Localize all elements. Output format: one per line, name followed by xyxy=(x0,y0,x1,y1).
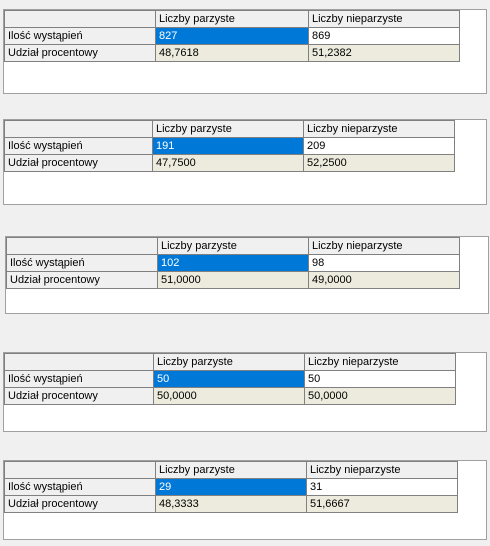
percent-odd-cell[interactable]: 51,6667 xyxy=(306,495,458,513)
percent-odd-cell[interactable]: 50,0000 xyxy=(304,387,456,405)
column-header-odd[interactable]: Liczby nieparzyste xyxy=(308,237,460,255)
stats-grid-1[interactable]: Liczby parzyste Liczby nieparzyste Ilość… xyxy=(3,9,487,94)
column-header-even[interactable]: Liczby parzyste xyxy=(153,353,305,371)
table-row: Ilość wystąpień 29 31 xyxy=(4,478,458,496)
table-row: Ilość wystąpień 50 50 xyxy=(4,370,456,388)
stats-grid-2[interactable]: Liczby parzyste Liczby nieparzyste Ilość… xyxy=(3,119,487,205)
row-header-count[interactable]: Ilość wystąpień xyxy=(4,27,156,45)
percent-even-cell[interactable]: 48,7618 xyxy=(155,44,309,62)
row-header-count[interactable]: Ilość wystąpień xyxy=(6,254,158,272)
table-row: Ilość wystąpień 827 869 xyxy=(4,27,460,45)
column-header-odd[interactable]: Liczby nieparzyste xyxy=(304,353,456,371)
grid-header-row: Liczby parzyste Liczby nieparzyste xyxy=(4,10,460,28)
column-header-even[interactable]: Liczby parzyste xyxy=(152,120,304,138)
row-header-percent[interactable]: Udział procentowy xyxy=(4,44,156,62)
column-header-odd[interactable]: Liczby nieparzyste xyxy=(306,461,458,479)
percent-odd-cell[interactable]: 52,2500 xyxy=(303,154,455,172)
row-header-percent[interactable]: Udział procentowy xyxy=(6,271,158,289)
percent-odd-cell[interactable]: 51,2382 xyxy=(308,44,460,62)
grid-header-row: Liczby parzyste Liczby nieparzyste xyxy=(4,353,456,371)
row-header-count[interactable]: Ilość wystąpień xyxy=(4,370,154,388)
grid-corner-cell[interactable] xyxy=(4,461,156,479)
row-header-percent[interactable]: Udział procentowy xyxy=(4,495,156,513)
column-header-odd[interactable]: Liczby nieparzyste xyxy=(308,10,460,28)
column-header-even[interactable]: Liczby parzyste xyxy=(155,10,309,28)
grid-header-row: Liczby parzyste Liczby nieparzyste xyxy=(4,120,455,138)
grid-table: Liczby parzyste Liczby nieparzyste Ilość… xyxy=(4,120,455,172)
count-odd-cell[interactable]: 98 xyxy=(308,254,460,272)
grid-corner-cell[interactable] xyxy=(6,237,158,255)
row-header-percent[interactable]: Udział procentowy xyxy=(4,154,153,172)
count-odd-cell[interactable]: 869 xyxy=(308,27,460,45)
percent-odd-cell[interactable]: 49,0000 xyxy=(308,271,460,289)
grid-corner-cell[interactable] xyxy=(4,353,154,371)
column-header-even[interactable]: Liczby parzyste xyxy=(157,237,309,255)
count-odd-cell[interactable]: 209 xyxy=(303,137,455,155)
row-header-percent[interactable]: Udział procentowy xyxy=(4,387,154,405)
count-even-cell[interactable]: 29 xyxy=(155,478,307,496)
table-row: Udział procentowy 50,0000 50,0000 xyxy=(4,387,456,405)
table-row: Ilość wystąpień 102 98 xyxy=(6,254,460,272)
grid-header-row: Liczby parzyste Liczby nieparzyste xyxy=(4,461,458,479)
grid-corner-cell[interactable] xyxy=(4,120,153,138)
percent-even-cell[interactable]: 48,3333 xyxy=(155,495,307,513)
count-even-cell[interactable]: 102 xyxy=(157,254,309,272)
count-even-cell[interactable]: 50 xyxy=(153,370,305,388)
count-even-cell[interactable]: 827 xyxy=(155,27,309,45)
grid-corner-cell[interactable] xyxy=(4,10,156,28)
table-row: Ilość wystąpień 191 209 xyxy=(4,137,455,155)
stats-grid-5[interactable]: Liczby parzyste Liczby nieparzyste Ilość… xyxy=(3,460,487,540)
percent-even-cell[interactable]: 51,0000 xyxy=(157,271,309,289)
grid-table: Liczby parzyste Liczby nieparzyste Ilość… xyxy=(4,461,458,513)
column-header-even[interactable]: Liczby parzyste xyxy=(155,461,307,479)
row-header-count[interactable]: Ilość wystąpień xyxy=(4,478,156,496)
grid-table: Liczby parzyste Liczby nieparzyste Ilość… xyxy=(4,10,460,62)
table-row: Udział procentowy 47,7500 52,2500 xyxy=(4,154,455,172)
row-header-count[interactable]: Ilość wystąpień xyxy=(4,137,153,155)
table-row: Udział procentowy 48,3333 51,6667 xyxy=(4,495,458,513)
grid-table: Liczby parzyste Liczby nieparzyste Ilość… xyxy=(4,353,456,405)
count-odd-cell[interactable]: 31 xyxy=(306,478,458,496)
column-header-odd[interactable]: Liczby nieparzyste xyxy=(303,120,455,138)
table-row: Udział procentowy 48,7618 51,2382 xyxy=(4,44,460,62)
stats-grid-4[interactable]: Liczby parzyste Liczby nieparzyste Ilość… xyxy=(3,352,487,432)
count-even-cell[interactable]: 191 xyxy=(152,137,304,155)
count-odd-cell[interactable]: 50 xyxy=(304,370,456,388)
grid-header-row: Liczby parzyste Liczby nieparzyste xyxy=(6,237,460,255)
percent-even-cell[interactable]: 47,7500 xyxy=(152,154,304,172)
grid-table: Liczby parzyste Liczby nieparzyste Ilość… xyxy=(6,237,460,289)
table-row: Udział procentowy 51,0000 49,0000 xyxy=(6,271,460,289)
stats-grid-3[interactable]: Liczby parzyste Liczby nieparzyste Ilość… xyxy=(5,236,489,314)
percent-even-cell[interactable]: 50,0000 xyxy=(153,387,305,405)
